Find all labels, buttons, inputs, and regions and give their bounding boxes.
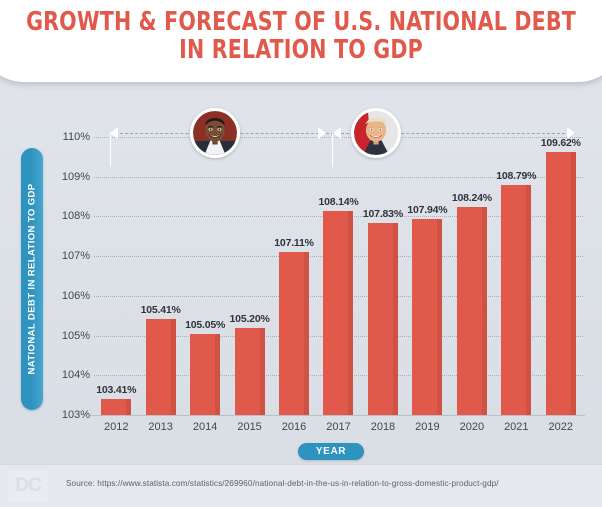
- bar-group[interactable]: 108.24%: [450, 137, 494, 416]
- bar[interactable]: [456, 206, 487, 416]
- bar-value-label: 105.41%: [140, 304, 181, 317]
- y-axis-title-label: NATIONAL DEBT IN RELATION TO GDP: [26, 183, 38, 375]
- term-arrow-left-trump: [333, 127, 341, 139]
- bar-group[interactable]: 107.83%: [361, 137, 405, 415]
- bar-group[interactable]: 107.11%: [272, 137, 316, 416]
- plot-area: 103.41% 105.41% 105.05% 105.20% 107.11% 108.1…: [94, 137, 583, 416]
- footer: DC Source: https://www.statista.com/stat…: [0, 464, 602, 507]
- trump-portrait: [351, 108, 401, 158]
- obama-portrait: [190, 108, 240, 158]
- bar-value-label: 108.14%: [318, 195, 359, 208]
- y-axis-ticks: 110% 109% 108% 107% 106% 105% 104% 103%: [46, 0, 90, 507]
- bar[interactable]: [145, 319, 176, 415]
- title-line-1: GROWTH & FORECAST OF U.S. NATIONAL DEBT: [26, 7, 576, 37]
- bar-value-label: 107.11%: [274, 236, 314, 249]
- bar-value-label: 108.24%: [451, 191, 492, 204]
- bar-value-label: 105.20%: [229, 312, 270, 325]
- bar[interactable]: [279, 251, 310, 416]
- trump-portrait-image: [354, 111, 398, 155]
- bar-value-label: 108.79%: [496, 170, 537, 183]
- x-axis-tick-label: 2019: [415, 421, 440, 433]
- bar-value-label: 105.05%: [185, 318, 226, 331]
- y-axis-tick-label: 104%: [61, 369, 90, 382]
- bar[interactable]: [101, 398, 132, 416]
- bar[interactable]: [323, 210, 354, 416]
- x-axis-tick-label: 2020: [459, 421, 485, 433]
- y-axis-tick-label: 107%: [61, 250, 90, 263]
- term-arrow-right-obama: [318, 127, 326, 139]
- x-axis-tick-label: 2018: [370, 421, 396, 433]
- bar-group[interactable]: 107.94%: [405, 137, 449, 416]
- bar-group[interactable]: 108.79%: [494, 137, 538, 415]
- bar[interactable]: [501, 185, 532, 415]
- bar-group[interactable]: 108.14%: [316, 137, 360, 416]
- bar-group[interactable]: 105.05%: [183, 137, 227, 416]
- y-axis-tick-label: 103%: [61, 409, 90, 421]
- brand-logo-text: DC: [15, 475, 41, 496]
- term-arrow-left-start: [110, 127, 118, 139]
- x-axis-tick-label: 2013: [148, 421, 173, 433]
- x-axis-tick-label: 2022: [548, 421, 573, 433]
- x-axis-tick-label: 2012: [103, 421, 129, 433]
- bar-group[interactable]: 105.20%: [227, 137, 271, 416]
- obama-portrait-image: [193, 111, 237, 155]
- x-axis-tick-label: 2014: [192, 421, 218, 433]
- bar[interactable]: [412, 218, 443, 416]
- bar-group[interactable]: 109.62%: [539, 137, 583, 415]
- x-axis-tick-label: 2021: [504, 421, 529, 433]
- y-axis-title: NATIONAL DEBT IN RELATION TO GDP: [21, 148, 43, 410]
- y-axis-tick-label: 110%: [62, 131, 90, 143]
- brand-logo: DC: [8, 470, 48, 502]
- term-span-tick-mid: [332, 133, 333, 167]
- bar-group[interactable]: 103.41%: [94, 137, 138, 416]
- bar[interactable]: [190, 333, 221, 416]
- title-line-2: IN RELATION TO GDP: [179, 35, 423, 65]
- x-axis-line: [90, 415, 585, 416]
- bar[interactable]: [234, 327, 265, 416]
- x-axis-title: YEAR: [298, 443, 364, 460]
- bar[interactable]: [545, 152, 576, 415]
- x-axis-tick-label: 2015: [237, 421, 262, 433]
- bar-group[interactable]: 105.41%: [138, 137, 182, 415]
- y-axis-tick-label: 108%: [61, 210, 90, 223]
- gridline: [94, 176, 583, 178]
- bar-value-label: 107.83%: [362, 208, 403, 221]
- term-span-tick-start: [110, 133, 111, 167]
- bar-value-label: 109.62%: [540, 137, 581, 150]
- y-axis-tick-label: 109%: [61, 170, 90, 183]
- page-title: GROWTH & FORECAST OF U.S. NATIONAL DEBT …: [0, 8, 602, 64]
- source-citation: Source: https://www.statista.com/statist…: [66, 479, 499, 488]
- y-axis-tick-label: 106%: [61, 289, 90, 302]
- bar[interactable]: [367, 223, 398, 415]
- header-card: GROWTH & FORECAST OF U.S. NATIONAL DEBT …: [0, 0, 602, 82]
- y-axis-tick-label: 105%: [61, 329, 90, 342]
- bar-value-label: 103.41%: [96, 383, 137, 396]
- term-span-line: [110, 133, 575, 134]
- term-arrow-right-end: [567, 127, 575, 139]
- bar-value-label: 107.94%: [407, 203, 448, 216]
- x-axis-tick-label: 2016: [281, 421, 307, 433]
- x-axis-tick-label: 2017: [326, 421, 351, 433]
